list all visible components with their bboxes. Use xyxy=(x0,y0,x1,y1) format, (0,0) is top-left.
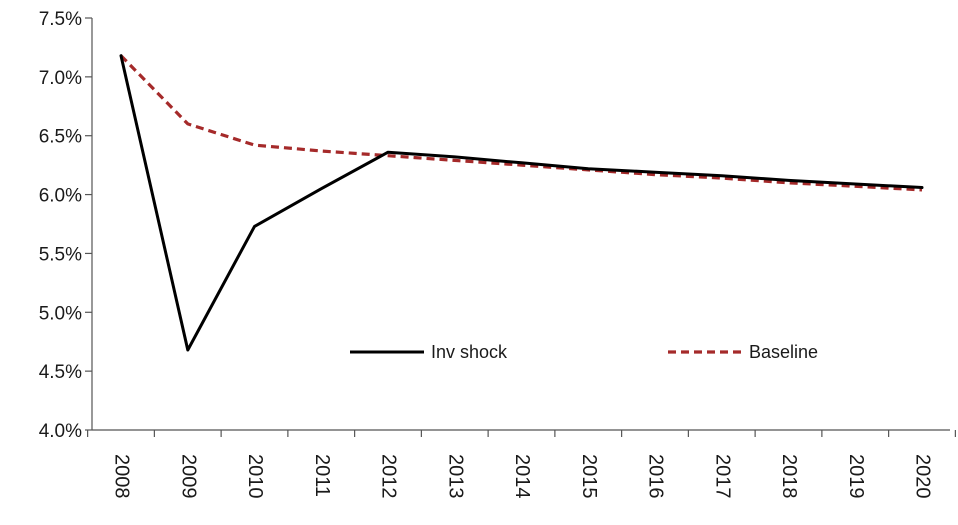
legend-label: Baseline xyxy=(749,342,818,362)
x-tick-label: 2017 xyxy=(711,454,733,499)
x-tick-label: 2020 xyxy=(912,454,934,499)
x-axis: 2008 2009 2010 2011 2012 2013 2014 2015 2016 2017… xyxy=(87,429,956,499)
x-tick-label: 2013 xyxy=(444,454,466,499)
x-tick-label: 2008 xyxy=(111,454,133,499)
y-tick-label: 6.5% xyxy=(39,127,82,148)
x-tick-label: 2012 xyxy=(378,454,400,499)
y-tick-label: 7.0% xyxy=(39,68,82,89)
x-tick-label: 2015 xyxy=(578,454,600,499)
series-layer xyxy=(119,54,924,352)
x-tick-label: 2019 xyxy=(845,454,867,499)
legend-label: Inv shock xyxy=(431,342,508,362)
series-line-baseline xyxy=(119,54,923,192)
y-tick-label: 4.5% xyxy=(39,362,82,383)
series-line-inv-shock xyxy=(119,54,924,352)
y-tick-label: 6.0% xyxy=(39,186,82,207)
x-tick-label: 2011 xyxy=(311,454,333,497)
y-tick-label: 5.5% xyxy=(39,244,82,265)
y-axis: 4.0% 4.5% 5.0% 5.5% 6.0% 6.5% 7.0% 7.5% xyxy=(39,9,93,442)
y-tick-label: 5.0% xyxy=(39,303,82,324)
x-tick-label: 2016 xyxy=(645,454,667,499)
y-tick-label: 4.0% xyxy=(39,421,82,442)
x-tick-label: 2009 xyxy=(177,454,199,499)
x-tick-label: 2014 xyxy=(511,454,533,499)
x-tick-label: 2018 xyxy=(778,454,800,499)
y-tick-label: 7.5% xyxy=(39,9,82,30)
legend: Inv shock Baseline xyxy=(350,342,818,362)
x-tick-label: 2010 xyxy=(244,454,266,499)
